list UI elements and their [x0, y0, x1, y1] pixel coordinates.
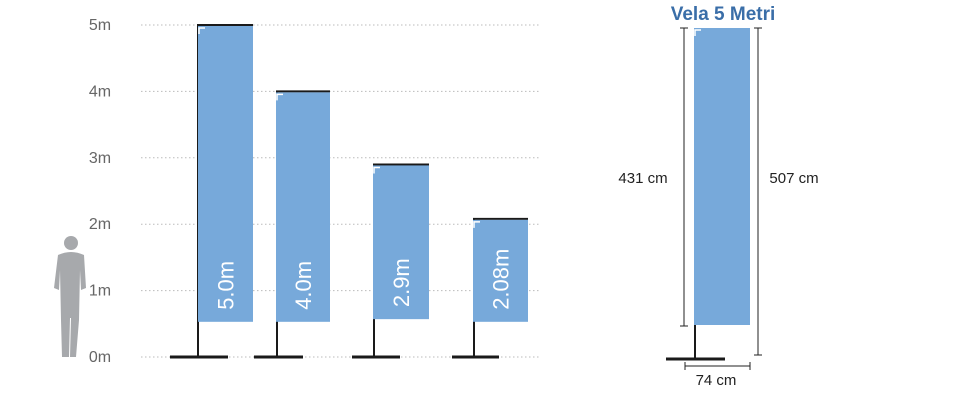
flag-height-label: 2.08m — [489, 249, 514, 310]
flag-banner — [473, 219, 528, 322]
total-height-dimension-line — [754, 27, 762, 356]
base-width-dimension-line — [684, 362, 751, 370]
flag-height-label: 431 cm — [618, 170, 667, 187]
y-tick-label: 1m — [89, 283, 111, 300]
flag-corner — [373, 166, 380, 174]
flag-corner — [276, 93, 283, 101]
y-axis-ticks: 5m 4m 3m 2m 1m 0m — [89, 17, 111, 366]
flag-3: 2.9m — [352, 163, 429, 359]
base-width-label: 74 cm — [696, 372, 737, 389]
total-height-label: 507 cm — [769, 170, 818, 187]
flag-2: 4.0m — [254, 90, 330, 359]
flag-banner — [276, 92, 330, 322]
flag-height-label: 4.0m — [291, 261, 316, 310]
detail-view: Vela 5 Metri 431 cm 507 cm 74 cm — [618, 4, 818, 389]
y-tick-label: 5m — [89, 17, 111, 34]
flag-banner — [373, 165, 429, 320]
flag-1: 5.0m — [170, 24, 253, 359]
flag-corner — [198, 27, 205, 34]
flag-height-dimension-line — [680, 27, 688, 327]
detail-flag — [694, 28, 750, 325]
y-tick-label: 0m — [89, 349, 111, 366]
person-silhouette-icon — [54, 236, 86, 357]
detail-flag-corner — [694, 29, 701, 36]
flag-4: 2.08m — [452, 217, 528, 359]
y-tick-label: 2m — [89, 216, 111, 233]
detail-title: Vela 5 Metri — [671, 4, 776, 25]
flag-height-label: 5.0m — [214, 261, 239, 310]
flag-height-label: 2.9m — [389, 258, 414, 307]
flag-banner — [198, 26, 253, 322]
y-tick-label: 4m — [89, 83, 111, 100]
flag-corner — [473, 221, 480, 228]
y-tick-label: 3m — [89, 150, 111, 167]
flags: 5.0m 4.0m 2.9m 2.08m — [170, 24, 528, 359]
